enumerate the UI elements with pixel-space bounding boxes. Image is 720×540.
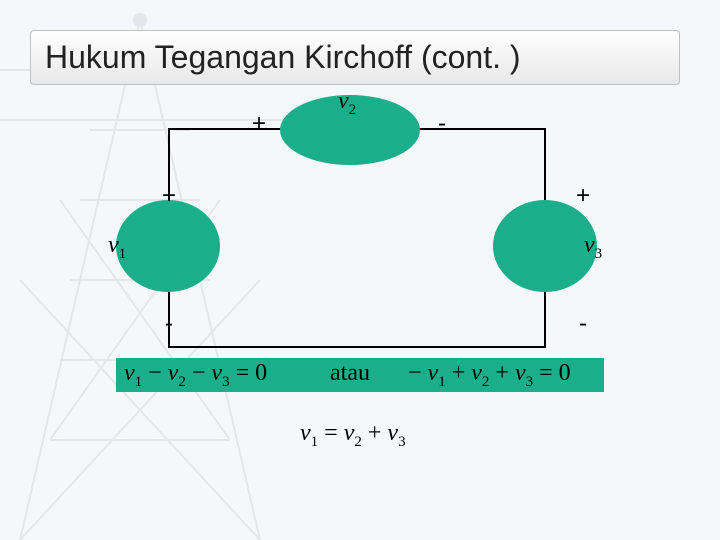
sign-v3-plus: + — [576, 182, 590, 210]
equation-1-right: − v1 + v2 + v3 = 0 — [408, 360, 571, 391]
wire-top-right-v — [544, 128, 546, 202]
node-v1 — [116, 200, 220, 292]
sign-v1-minus: - — [165, 310, 173, 338]
wire-top-left-h — [168, 128, 286, 130]
wire-bottom-h — [168, 346, 546, 348]
sign-v1-plus: + — [162, 182, 176, 210]
label-v3: v3 — [584, 232, 602, 263]
equation-1-left: v1 − v2 − v3 = 0 — [124, 360, 267, 391]
label-v2: v2 — [338, 88, 356, 119]
label-v1: v1 — [108, 232, 126, 263]
sign-v2-plus: + — [252, 110, 266, 138]
wire-top-right-h — [416, 128, 546, 130]
sign-v2-minus: - — [438, 110, 446, 138]
equation-1-mid: atau — [330, 360, 370, 387]
node-v3 — [493, 200, 597, 292]
circuit-diagram: v2 v1 v3 + - + - + - v1 − v2 − v3 = 0 at… — [0, 0, 720, 540]
sign-v3-minus: - — [579, 310, 587, 338]
wire-bot-right-v — [544, 290, 546, 348]
equation-2: v1 = v2 + v3 — [300, 420, 406, 451]
